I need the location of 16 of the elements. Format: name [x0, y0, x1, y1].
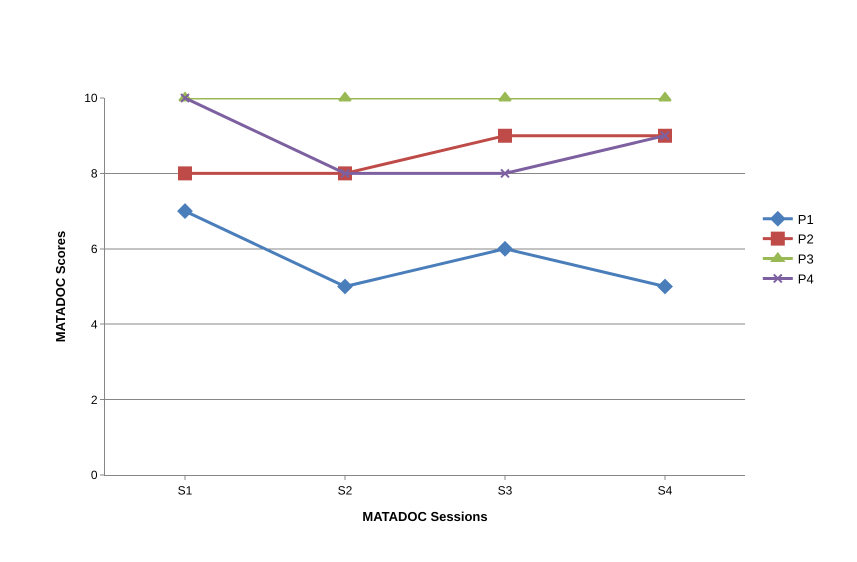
legend-label: P2: [798, 232, 814, 247]
y-tick-label: 8: [90, 166, 98, 181]
x-tick-label: S2: [338, 483, 353, 498]
x-tick-label: S4: [658, 483, 673, 498]
legend-label: P3: [798, 252, 814, 267]
x-tick-label: S3: [498, 483, 513, 498]
y-tick-label: 6: [90, 242, 98, 256]
y-tick-label: 0: [90, 468, 98, 482]
legend-label: P1: [798, 212, 814, 227]
y-tick-label: 2: [90, 392, 98, 407]
legend-label: P4: [798, 272, 814, 287]
y-axis-title: MATADOC Scores: [53, 230, 68, 342]
y-tick-label: 10: [84, 91, 98, 106]
y-tick-label: 4: [90, 317, 98, 332]
x-axis-title: MATADOC Sessions: [362, 509, 488, 524]
x-tick-label: S1: [178, 483, 193, 498]
